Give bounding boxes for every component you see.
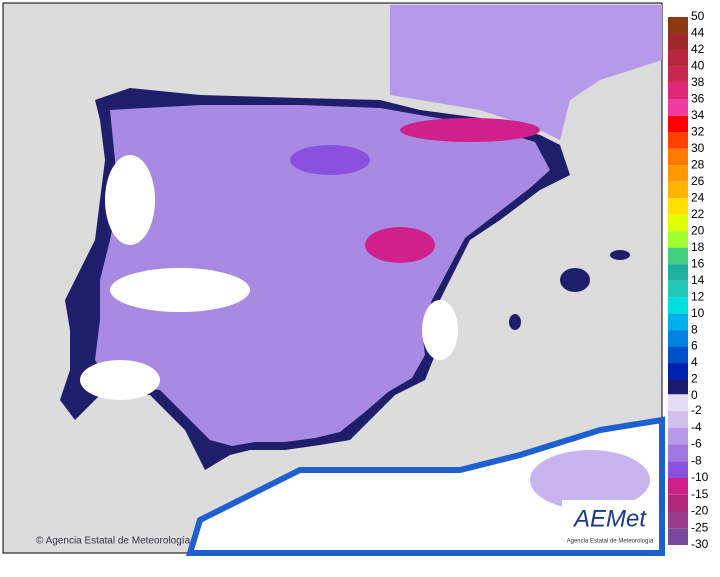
warm-area [110, 268, 250, 312]
africa [185, 416, 665, 556]
legend-label: 34 [691, 108, 705, 122]
logo-box [562, 500, 658, 548]
legend-label: -30 [691, 537, 709, 551]
legend-label: 36 [691, 92, 705, 106]
legend-swatch [668, 478, 688, 495]
france [390, 5, 662, 140]
atlas [530, 450, 650, 510]
legend-swatch [668, 17, 688, 34]
legend-swatch [668, 346, 688, 364]
logo: AEMet [572, 505, 647, 532]
legend-swatch [668, 264, 688, 281]
legend-swatch [668, 411, 688, 428]
legend-swatch [668, 528, 688, 545]
ibiza [509, 314, 521, 330]
legend-label: 4 [691, 355, 698, 369]
legend-label: 6 [691, 339, 698, 353]
legend-label: 0 [691, 388, 698, 402]
warm-area [105, 155, 155, 245]
legend-label: 22 [691, 207, 705, 221]
legend-label: 20 [691, 223, 705, 237]
legend-label: -25 [691, 520, 709, 534]
legend-swatch [668, 511, 688, 529]
credit: © Agencia Estatal de Meteorología [36, 536, 191, 547]
legend-label: 50 [691, 9, 705, 23]
legend-swatch [668, 66, 688, 83]
legend-label: 38 [691, 75, 705, 89]
legend-label: -4 [691, 420, 702, 434]
legend-swatch [668, 165, 688, 182]
legend-label: 10 [691, 306, 705, 320]
legend-swatch [668, 181, 688, 199]
legend-swatch [668, 330, 688, 347]
legend-swatch [668, 198, 688, 215]
legend-swatch [668, 297, 688, 314]
logo-subtitle: Agencia Estatal de Meteorología [567, 539, 654, 545]
legend-label: -2 [691, 403, 702, 417]
mallorca [560, 268, 590, 292]
legend-label: -10 [691, 470, 709, 484]
legend-label: 44 [691, 26, 705, 40]
cold-area [400, 118, 540, 142]
legend-swatch [668, 99, 688, 116]
legend-swatch [668, 132, 688, 149]
legend-label: 16 [691, 256, 705, 270]
legend-label: -20 [691, 504, 709, 518]
legend-swatch [668, 394, 688, 411]
legend-swatch [668, 247, 688, 265]
legend-label: -8 [691, 453, 702, 467]
legend-label: 2 [691, 372, 698, 386]
legend-label: -15 [691, 487, 709, 501]
legend-label: 24 [691, 190, 705, 204]
legend-label: 8 [691, 322, 698, 336]
warm-area [422, 300, 458, 360]
legend-label: 42 [691, 42, 705, 56]
legend-label: -6 [691, 437, 702, 451]
legend-swatch [668, 280, 688, 298]
legend-swatch [668, 313, 688, 331]
legend-swatch [668, 444, 688, 462]
legend-swatch [668, 214, 688, 232]
legend-label: 26 [691, 174, 705, 188]
legend-swatch [668, 49, 688, 67]
legend-label: 28 [691, 157, 705, 171]
legend-label: 18 [691, 240, 705, 254]
legend-swatch [668, 461, 688, 478]
warm-area [80, 360, 160, 400]
legend-label: 40 [691, 59, 705, 73]
legend-label: 30 [691, 141, 705, 155]
legend-label: 14 [691, 273, 705, 287]
legend-swatch [668, 363, 688, 380]
legend: 5044424038363432302826242220181614121086… [668, 9, 709, 551]
menorca [610, 250, 630, 260]
legend-swatch [668, 427, 688, 445]
cold-area [290, 145, 370, 175]
legend-swatch [668, 494, 688, 512]
legend-label: 32 [691, 125, 705, 139]
legend-swatch [668, 33, 688, 50]
legend-label: 12 [691, 289, 705, 303]
iberia [95, 105, 550, 446]
legend-swatch [668, 115, 688, 133]
legend-swatch [668, 82, 688, 100]
legend-swatch [668, 379, 688, 396]
cold-area [365, 227, 435, 263]
legend-swatch [668, 148, 688, 166]
legend-swatch [668, 231, 688, 248]
